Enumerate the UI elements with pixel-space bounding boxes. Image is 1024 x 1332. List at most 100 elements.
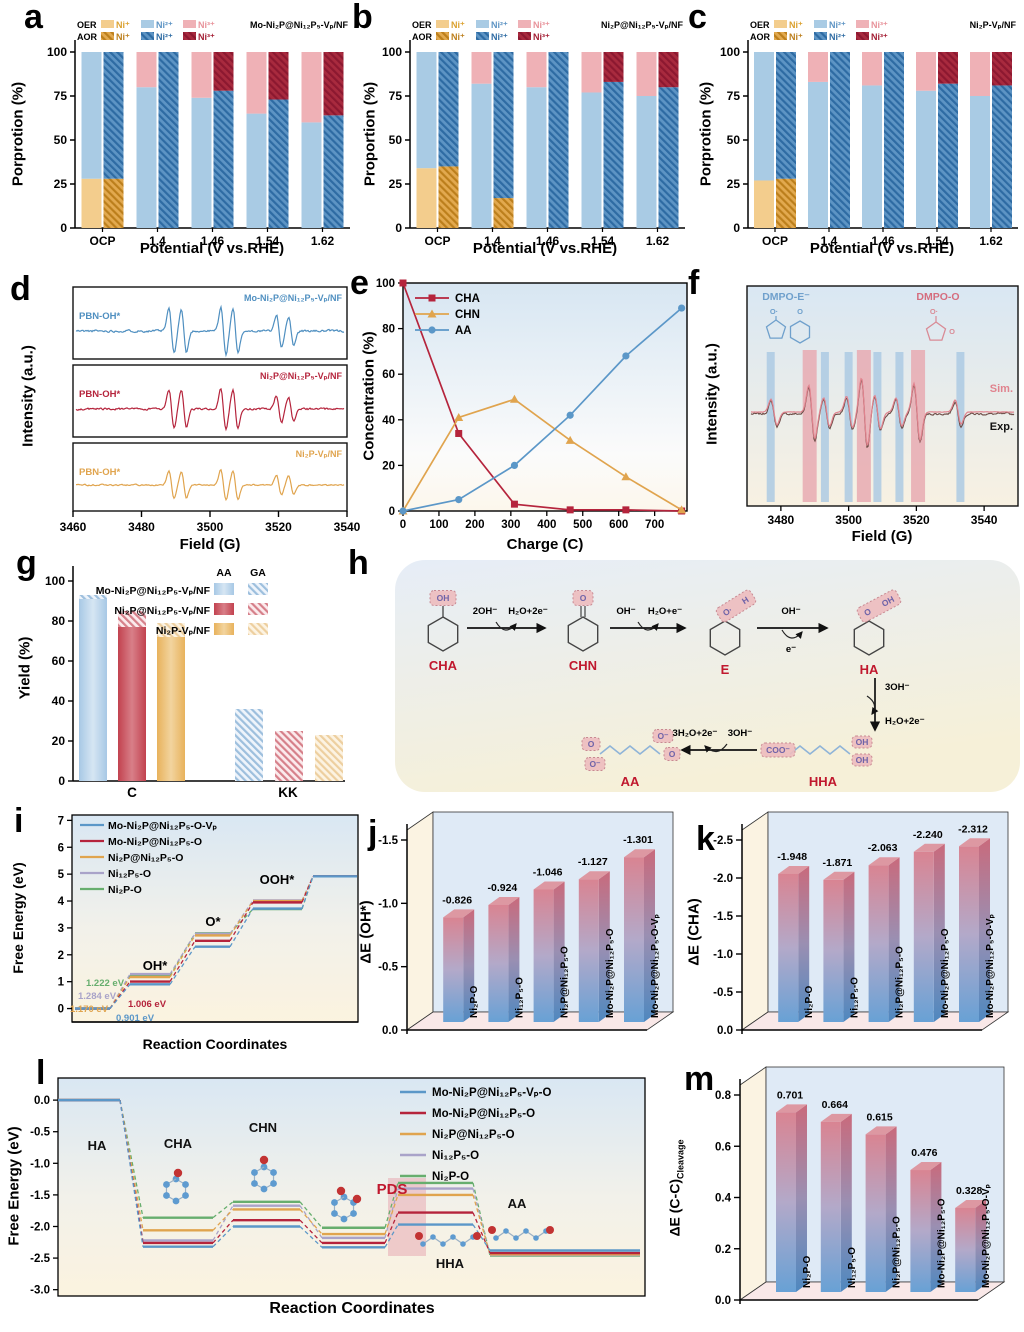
x-tick-label: 600 xyxy=(609,519,628,531)
legend-species-label: Ni²⁺ xyxy=(491,20,508,30)
panel-i-letter: i xyxy=(14,802,24,840)
energy-connector xyxy=(212,1226,234,1248)
bar-segment-aor xyxy=(938,83,958,229)
bar-segment-aor xyxy=(213,90,234,228)
bar-top xyxy=(778,865,810,874)
atom-c xyxy=(182,1181,189,1188)
bar-side xyxy=(644,849,655,1022)
x-category-label: KK xyxy=(278,785,298,800)
legend-swatch xyxy=(814,32,827,40)
group-label: O· xyxy=(721,605,734,618)
functional-group-badge: O xyxy=(572,590,594,606)
x-tick-label: 3500 xyxy=(197,520,224,534)
chart-rect xyxy=(760,742,796,758)
atom-o xyxy=(473,1232,481,1240)
legend-label: Ni₂P-O xyxy=(108,884,142,896)
legend-label: Ni₂P-O xyxy=(432,1171,469,1183)
arrow-label: 2OH⁻ xyxy=(473,606,498,617)
panel-e-xlabel: Charge (C) xyxy=(506,536,584,553)
bar-front xyxy=(910,1170,931,1292)
legend-swatch xyxy=(856,32,869,40)
species-label: CHN xyxy=(569,658,597,673)
group-label: OH xyxy=(856,755,869,765)
panel-g-chart: 0 20 40 60 80 100 C KK AA GA Mo-Ni₂P@Ni₁₂P₅-Vₚ/NF N… xyxy=(45,566,345,800)
y-tick-label: -0.5 xyxy=(30,1127,50,1139)
legend-swatch xyxy=(518,20,531,28)
y-tick-label: -3.0 xyxy=(30,1285,50,1297)
legend-label: Ni₂P@Ni₁₂P₅-O xyxy=(432,1129,515,1141)
chart-rect xyxy=(572,590,594,606)
y-tick-label: 75 xyxy=(389,89,403,103)
energy-connector xyxy=(109,983,131,1009)
chart-text: O· xyxy=(770,307,778,316)
marker-triangle xyxy=(677,505,687,514)
atom-c xyxy=(340,1215,348,1223)
energy-connector xyxy=(384,1224,399,1248)
bar-top xyxy=(959,838,990,847)
atom-o xyxy=(336,1186,346,1196)
y-tick-label: 0 xyxy=(58,1004,64,1016)
bar-aa-solid xyxy=(79,599,107,781)
bar-segment-oer xyxy=(916,52,936,91)
bar-value-label: 0.664 xyxy=(822,1099,848,1111)
adduct-label: PBN-OH* xyxy=(79,467,120,478)
bar-value-label: -2.063 xyxy=(868,842,898,854)
bar-top xyxy=(868,857,900,866)
group-label: O xyxy=(669,749,676,759)
bar-top xyxy=(820,1113,852,1122)
y-tick-label: -1.0 xyxy=(30,1158,50,1170)
marker-triangle xyxy=(565,435,575,444)
highlight-band-pink xyxy=(856,350,871,502)
electron-swoosh xyxy=(637,621,659,631)
data-line-AA xyxy=(402,307,683,512)
chart-rect xyxy=(663,747,681,761)
legend-swatch xyxy=(101,32,114,40)
bar-segment-aor xyxy=(438,166,459,228)
energy-annotation: 1.170 eV xyxy=(70,1004,109,1015)
energy-connector xyxy=(472,1194,491,1255)
y-tick-label: 3 xyxy=(58,923,64,935)
bar-segment-oer xyxy=(301,122,322,228)
highlight-band-blue xyxy=(844,352,853,502)
atom-c xyxy=(251,1169,258,1176)
atom-c xyxy=(493,1235,499,1241)
adduct-label: PBN-OH* xyxy=(79,311,120,322)
y-tick-label: 50 xyxy=(727,133,741,147)
panel-d-xlabel: Field (G) xyxy=(179,536,241,553)
group-label: OH xyxy=(856,737,869,747)
arrow-label: OH⁻ xyxy=(781,606,800,617)
legend-header-ga: GA xyxy=(250,567,266,579)
arrow-label: e⁻ xyxy=(786,644,796,655)
functional-group-badge: O⁻ xyxy=(652,729,674,743)
x-tick-label: 1.46 xyxy=(201,234,225,248)
electron-swoosh xyxy=(866,695,879,715)
spectrum-trace xyxy=(750,377,1015,447)
atom-c xyxy=(430,1234,436,1240)
bar-top xyxy=(823,871,855,880)
x-tick-label: 1.54 xyxy=(256,234,280,248)
panel-d-chart: PBN-OH* Mo-Ni₂P@Ni₁₂P₅-Vₚ/NF PBN-OH* Ni₂P@N… xyxy=(60,286,361,534)
functional-group-badge: O xyxy=(581,737,601,751)
legend-swatch xyxy=(101,20,114,28)
bar-front xyxy=(865,1134,886,1292)
panel-m-chart: 0.0 0.2 0.4 0.6 0.8 0.701 Ni₂P-O 0.664 Ni₁₂P₅-O 0… xyxy=(715,1066,1006,1307)
bar-front xyxy=(959,846,979,1022)
spectrum-trace xyxy=(75,387,345,432)
bar-side xyxy=(598,871,610,1022)
y-tick-label: 25 xyxy=(389,177,403,191)
bar-top xyxy=(488,896,520,905)
bar-front xyxy=(533,889,554,1022)
group-label: O⁻ xyxy=(657,731,669,741)
functional-group-badge: OOH xyxy=(856,589,902,623)
bar-category-label: Mo-Ni₂P@Ni₁₂P₅-O xyxy=(940,928,951,1018)
panel-m-letter: m xyxy=(684,1060,715,1098)
step-label: O* xyxy=(205,914,221,929)
bar-side xyxy=(840,1113,852,1292)
functional-group-badge: COO⁻ xyxy=(760,742,796,758)
bar-side xyxy=(798,865,810,1022)
bar-front xyxy=(820,1121,841,1292)
bar-segment-oer xyxy=(636,96,657,228)
chart-text: O xyxy=(949,327,955,336)
bar-segment-aor xyxy=(776,178,796,228)
bar-segment-oer xyxy=(416,52,437,169)
